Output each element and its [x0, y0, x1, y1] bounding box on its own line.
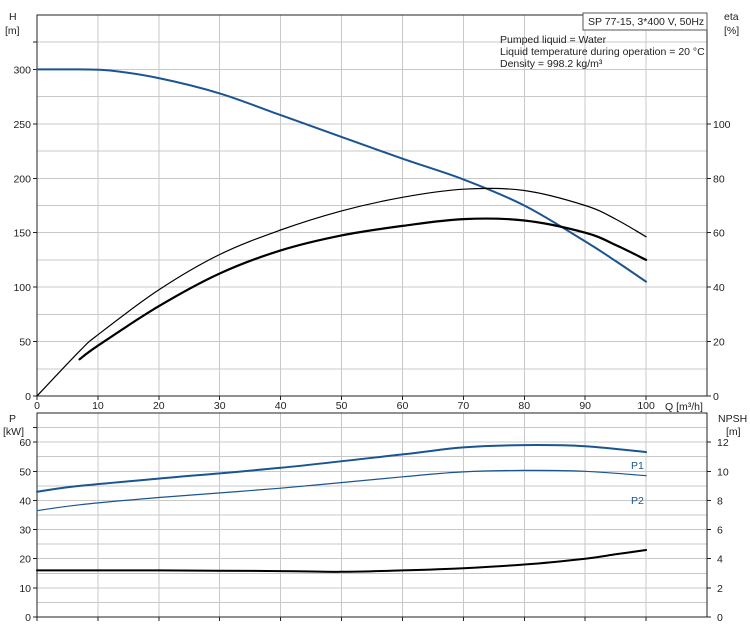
- series-label-p2: P2: [631, 495, 644, 507]
- series-label-p1: P1: [631, 460, 644, 472]
- x-tick-label: 90: [579, 400, 591, 412]
- top-right-axis-unit: [%]: [724, 25, 739, 37]
- bottom-left-tick-label: 40: [19, 495, 31, 507]
- bottom-left-axis-title: P: [9, 413, 16, 425]
- x-tick-label: 20: [153, 400, 165, 412]
- bottom-left-tick-label: 10: [19, 583, 31, 595]
- x-tick-label: 100: [637, 400, 655, 412]
- bottom-chart-grid: [37, 413, 707, 617]
- model-label: SP 77-15, 3*400 V, 50Hz: [588, 16, 704, 28]
- bottom-left-axis-unit: [kW]: [3, 426, 24, 438]
- bottom-right-axis-unit: [m]: [726, 426, 741, 438]
- top-right-tick-label: 100: [713, 119, 731, 131]
- x-tick-label: 30: [214, 400, 226, 412]
- top-chart-frame: [36, 14, 708, 397]
- bottom-right-tick-label: 4: [717, 554, 723, 566]
- bottom-right-tick-label: 6: [717, 525, 723, 537]
- bottom-chart-frame: [36, 412, 708, 618]
- bottom-right-tick-label: 2: [717, 583, 723, 595]
- top-chart-grid: [37, 15, 707, 396]
- bottom-left-tick-label: 0: [25, 612, 31, 624]
- series-line-npsh: [36, 549, 648, 573]
- x-axis-title: Q [m³/h]: [665, 401, 703, 413]
- x-tick-label: 40: [275, 400, 287, 412]
- top-right-tick-label: 60: [713, 228, 725, 240]
- bottom-left-tick-label: 30: [19, 525, 31, 537]
- top-left-axis-title: H: [9, 11, 17, 23]
- x-tick-label: 10: [92, 400, 104, 412]
- top-chart-tick-labels: 0 50 100 150 200 250 300 0 20 40 60 80 100 0 10 20 30 40 5…: [13, 41, 731, 412]
- top-left-tick-label: 250: [13, 119, 31, 131]
- series-line-p1: [36, 444, 648, 493]
- x-tick-label: 0: [34, 400, 40, 412]
- top-right-tick-label: 40: [713, 282, 725, 294]
- density-text: Density = 998.2 kg/m³: [500, 58, 603, 70]
- model-label-box: [582, 12, 708, 31]
- x-tick-label: 80: [518, 400, 530, 412]
- bottom-right-tick-label: 10: [717, 466, 729, 478]
- x-tick-label: 60: [397, 400, 409, 412]
- bottom-left-tick-label: 20: [19, 554, 31, 566]
- bottom-right-tick-label: 12: [717, 437, 729, 449]
- top-right-tick-label: 0: [713, 391, 719, 403]
- top-left-tick-label: 300: [13, 64, 31, 76]
- series-line-eta-thin: [36, 187, 647, 397]
- top-left-tick-label: 50: [19, 337, 31, 349]
- top-chart-series: [36, 68, 648, 397]
- top-left-axis-unit: [m]: [5, 25, 20, 37]
- top-left-tick-label: 200: [13, 173, 31, 185]
- pumped-liquid-text: Pumped liquid = Water: [500, 34, 607, 46]
- liquid-temperature-text: Liquid temperature during operation = 20…: [500, 46, 705, 58]
- top-left-tick-label: 150: [13, 228, 31, 240]
- bottom-right-tick-label: 8: [717, 495, 723, 507]
- series-line-h: [36, 68, 648, 283]
- top-left-tick-label: 0: [25, 391, 31, 403]
- bottom-chart-tick-labels: 0 10 20 30 40 50 60 0 2 4 6 8 10 12: [19, 427, 729, 624]
- x-tick-label: 50: [336, 400, 348, 412]
- bottom-left-tick-label: 60: [19, 437, 31, 449]
- top-right-axis-title: eta: [724, 11, 739, 23]
- bottom-chart-series: [36, 444, 648, 573]
- bottom-right-tick-label: 0: [717, 612, 723, 624]
- top-right-tick-label: 80: [713, 173, 725, 185]
- x-tick-label: 70: [458, 400, 470, 412]
- bottom-left-tick-label: 50: [19, 466, 31, 478]
- top-left-tick-label: 100: [13, 282, 31, 294]
- series-line-p2: [36, 469, 647, 512]
- bottom-right-axis-title: NPSH: [718, 413, 747, 425]
- series-line-eta-thick: [78, 217, 648, 361]
- top-right-tick-label: 20: [713, 337, 725, 349]
